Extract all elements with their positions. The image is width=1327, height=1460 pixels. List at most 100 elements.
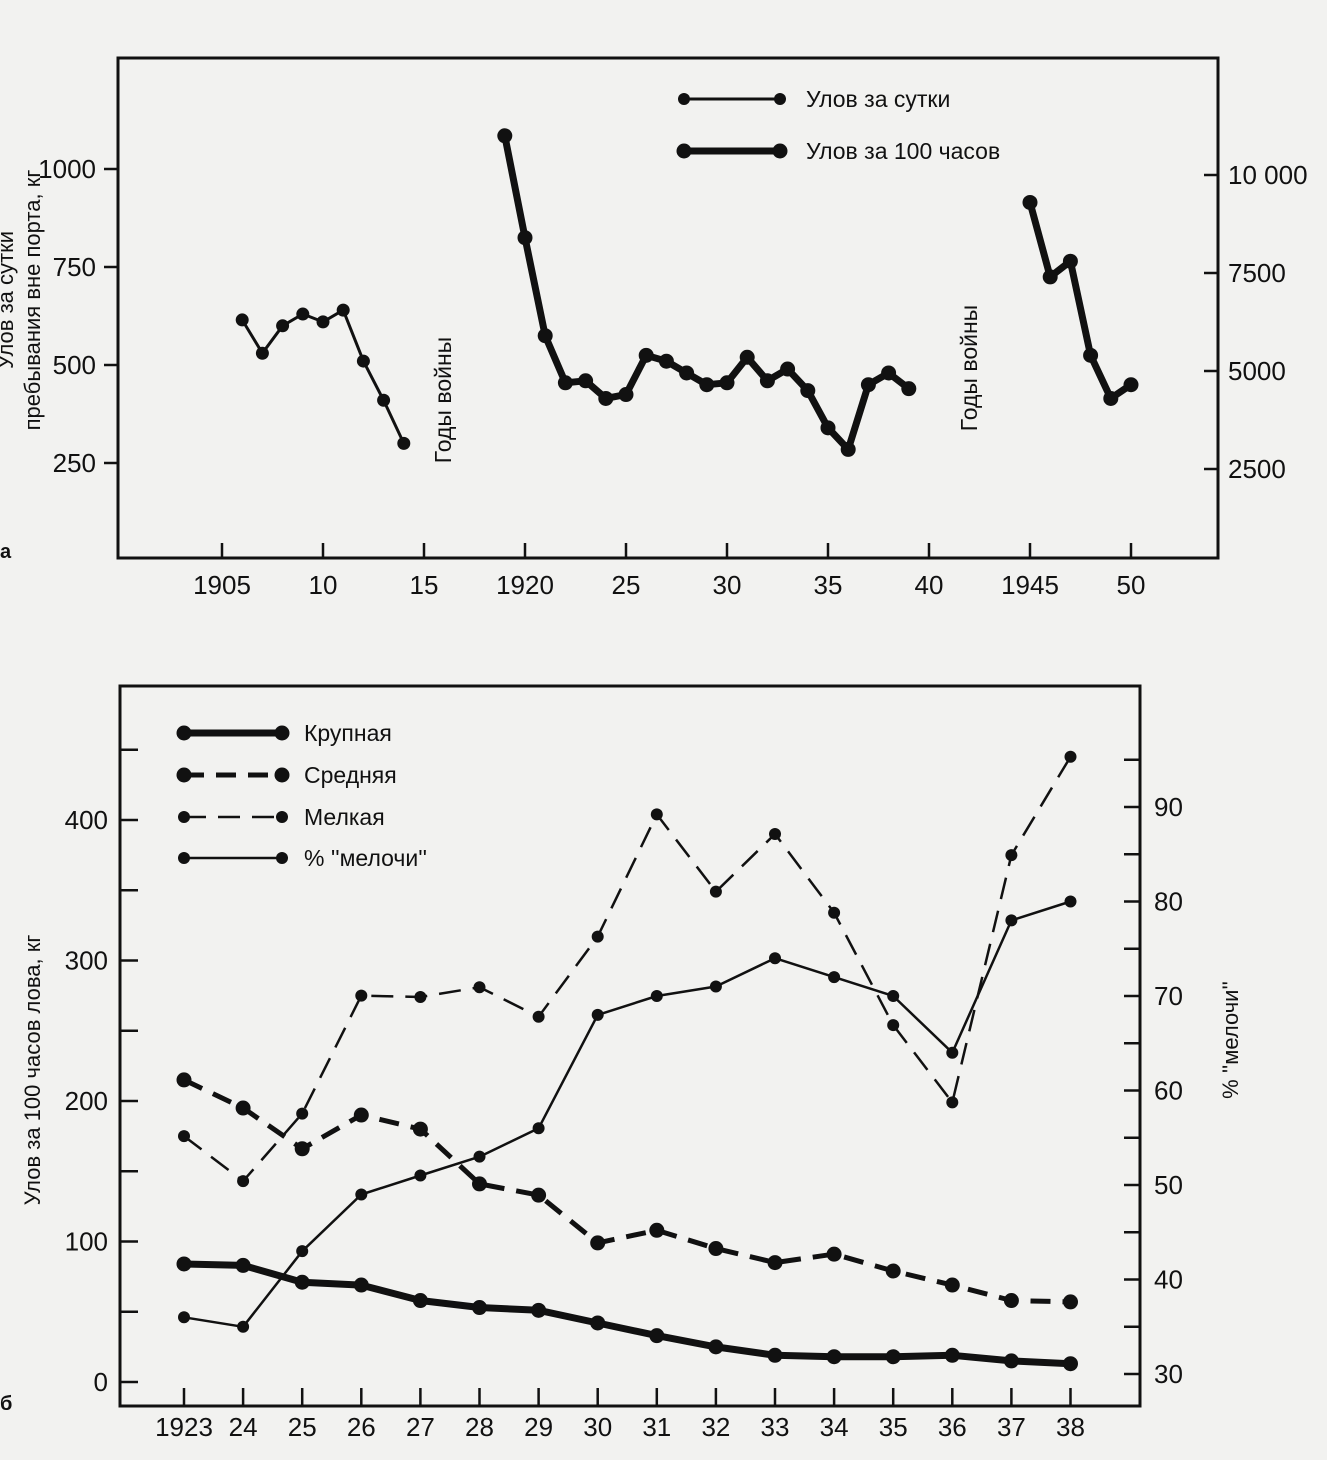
y-tick-label: 250 [53, 448, 96, 478]
data-point [1083, 347, 1099, 363]
x-tick-label: 29 [524, 1412, 553, 1442]
data-point [739, 349, 755, 365]
legend-marker [178, 852, 190, 864]
series-line-small-percent [183, 900, 1071, 1329]
data-point [356, 354, 370, 368]
data-point [885, 1349, 901, 1365]
legend-marker [676, 143, 692, 159]
series-line-catch-day [240, 308, 406, 445]
data-point [759, 373, 775, 389]
data-point [1063, 1356, 1078, 1372]
data-point [650, 990, 663, 1002]
legend-marker [772, 143, 788, 159]
x-tick-label: 1923 [155, 1412, 213, 1442]
y-axis-label: Улов за 100 часов лова, кг [20, 935, 45, 1206]
x-tick-label: 32 [701, 1412, 730, 1442]
data-point [881, 365, 897, 381]
data-point [336, 303, 350, 317]
data-point [591, 1008, 604, 1021]
data-point [638, 347, 654, 363]
data-point [860, 377, 876, 393]
data-point [1003, 1293, 1019, 1309]
y2-axis-label: % ''мелочи'' [1218, 981, 1243, 1099]
legend-marker [178, 811, 190, 823]
y-axis-label-line1: Улов за сутки [0, 231, 18, 369]
data-point [618, 387, 634, 403]
data-point [946, 1046, 959, 1059]
war-years-annotation-1: Годы войны [430, 337, 456, 463]
data-point [944, 1347, 960, 1363]
data-point [826, 1349, 842, 1365]
x-tick-label: 25 [288, 1412, 317, 1442]
series-line-small [183, 756, 1072, 1183]
data-point [237, 1175, 250, 1188]
data-point [532, 1122, 545, 1135]
data-point [472, 1300, 487, 1316]
data-point [820, 420, 836, 436]
x-tick-label: 28 [465, 1412, 494, 1442]
data-point [649, 1328, 665, 1344]
legend-marker [274, 725, 290, 741]
data-point [1062, 253, 1078, 269]
data-point [178, 1311, 190, 1324]
x-tick-label: 1945 [1001, 570, 1059, 600]
data-point [296, 307, 310, 321]
data-point [1005, 849, 1018, 862]
data-point [235, 1100, 251, 1116]
data-point [944, 1277, 960, 1293]
data-point [840, 441, 856, 457]
y-axis-label-line2: пребывания вне порта, кг [20, 170, 45, 431]
y-tick-label: 1000 [38, 154, 96, 184]
data-point [377, 393, 391, 407]
x-tick-label: 27 [406, 1412, 435, 1442]
data-point [767, 1347, 783, 1363]
data-point [1042, 269, 1058, 285]
y2-tick-label: 2500 [1228, 454, 1286, 484]
x-tick-label: 50 [1117, 570, 1146, 600]
data-point [800, 383, 816, 399]
y2-tick-label: 5000 [1228, 356, 1286, 386]
data-point [296, 1245, 309, 1258]
data-point [355, 989, 368, 1002]
data-point [708, 1241, 724, 1257]
war-years-annotation-2: Годы войны [956, 305, 982, 431]
y2-tick-label: 40 [1154, 1265, 1183, 1295]
data-point [178, 1130, 190, 1143]
x-tick-label: 37 [997, 1412, 1026, 1442]
y-tick-label: 750 [53, 252, 96, 282]
data-point [397, 436, 411, 450]
data-point [826, 1246, 842, 1262]
y-tick-label: 200 [65, 1086, 108, 1116]
x-tick-label: 38 [1056, 1412, 1085, 1442]
data-point [887, 1019, 900, 1032]
data-point [412, 1121, 428, 1137]
data-point [1005, 914, 1018, 927]
x-tick-label: 26 [347, 1412, 376, 1442]
data-point [531, 1187, 547, 1203]
data-point [537, 328, 553, 344]
series-line-catch-100h [1026, 201, 1133, 402]
x-tick-label: 36 [938, 1412, 967, 1442]
x-tick-label: 15 [410, 570, 439, 600]
data-point [590, 1235, 606, 1251]
data-point [235, 313, 249, 327]
data-point [473, 981, 486, 994]
data-point [497, 128, 513, 144]
y-tick-label: 0 [94, 1367, 108, 1397]
data-point [709, 885, 722, 898]
legend-label-catch-100h: Улов за 100 часов [806, 138, 1000, 164]
x-tick-label: 40 [915, 570, 944, 600]
legend-marker [774, 93, 786, 105]
data-point [316, 315, 330, 329]
y2-tick-label: 70 [1154, 981, 1183, 1011]
x-tick-label: 30 [583, 1412, 612, 1442]
data-point [708, 1339, 724, 1355]
y2-tick-label: 50 [1154, 1170, 1183, 1200]
legend-marker [276, 811, 288, 823]
data-point [557, 375, 573, 391]
legend-label-catch-day: Улов за сутки [806, 86, 950, 112]
series-line-medium [182, 1077, 1071, 1305]
panel-b-label: б [0, 1393, 12, 1415]
data-point [414, 1169, 427, 1182]
legend-marker [678, 93, 690, 105]
